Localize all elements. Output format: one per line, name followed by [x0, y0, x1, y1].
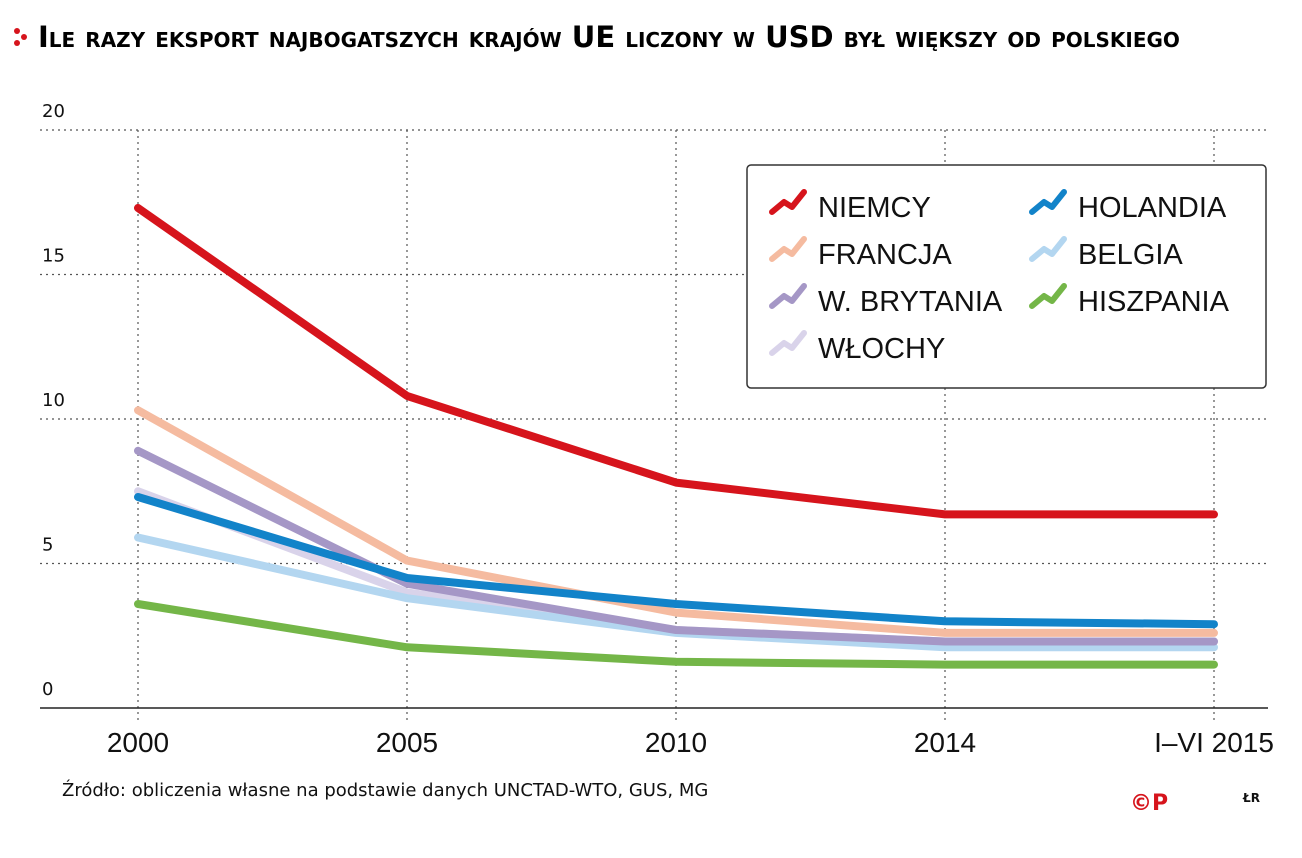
legend-label-francja: FRANCJA	[818, 239, 952, 271]
legend-label-włochy: WŁOCHY	[818, 333, 945, 365]
legend-swatch-niemcy-icon	[769, 189, 807, 215]
legend-swatch-w-brytania-icon	[769, 283, 807, 309]
series-line-hiszpania	[134, 600, 1218, 669]
y-axis-ticks: 0 5 10 15 20	[42, 101, 65, 700]
legend-item-holandia: HOLANDIA	[1029, 189, 1227, 224]
x-tick-label: 2005	[376, 727, 438, 758]
legend-swatch-francja-icon	[769, 236, 807, 262]
legend-label-niemcy: NIEMCY	[818, 192, 931, 224]
legend-swatch-belgia-icon	[1029, 236, 1067, 262]
legend-item-francja: FRANCJA	[769, 236, 952, 271]
series-lines	[134, 204, 1218, 669]
y-tick-label: 15	[42, 246, 65, 267]
legend-swatch-holandia-icon	[1029, 189, 1067, 215]
y-tick-label: 5	[42, 535, 53, 556]
legend-box	[746, 164, 1267, 389]
series-line-holandia	[134, 493, 1218, 629]
y-tick-label: 20	[42, 101, 65, 122]
legend-item-hiszpania: HISZPANIA	[1029, 283, 1230, 318]
x-tick-label: 2010	[645, 727, 707, 758]
chart-title: Ile razy eksport najbogatszych krajów UE…	[38, 20, 1180, 54]
series-line-francja	[134, 406, 1218, 637]
source-note: Źródło: obliczenia własne na podstawie d…	[62, 779, 708, 801]
series-line-niemcy	[134, 204, 1218, 519]
credit-logo-text: ©P	[1130, 791, 1168, 816]
legend-label-belgia: BELGIA	[1078, 239, 1183, 271]
legend-label-hiszpania: HISZPANIA	[1078, 286, 1230, 318]
y-tick-label: 10	[42, 390, 65, 411]
credit-initials: ŁR	[1242, 791, 1260, 805]
x-tick-label: 2000	[107, 727, 169, 758]
y-tick-label: 0	[42, 679, 53, 700]
legend-item-niemcy: NIEMCY	[769, 189, 931, 224]
credit-logo: ©P	[1130, 791, 1168, 816]
x-axis-ticks: 2000 2005 2010 2014 I–VI 2015	[107, 727, 1274, 758]
legend-label-w-brytania: W. BRYTANIA	[818, 286, 1003, 318]
legend-swatch-hiszpania-icon	[1029, 283, 1067, 309]
x-tick-label: I–VI 2015	[1154, 727, 1274, 758]
legend-item-włochy: WŁOCHY	[769, 330, 945, 365]
legend-label-holandia: HOLANDIA	[1078, 192, 1227, 224]
legend-item-belgia: BELGIA	[1029, 236, 1183, 271]
x-tick-label: 2014	[914, 727, 976, 758]
legend-swatch-włochy-icon	[769, 330, 807, 356]
legend: NIEMCY HOLANDIA FRANCJA BELGIA W. BRYTANIA HI…	[769, 189, 1230, 365]
legend-item-w-brytania: W. BRYTANIA	[769, 283, 1003, 318]
series-line-w-brytania	[134, 446, 1218, 646]
title-bullet-icon	[14, 28, 27, 46]
